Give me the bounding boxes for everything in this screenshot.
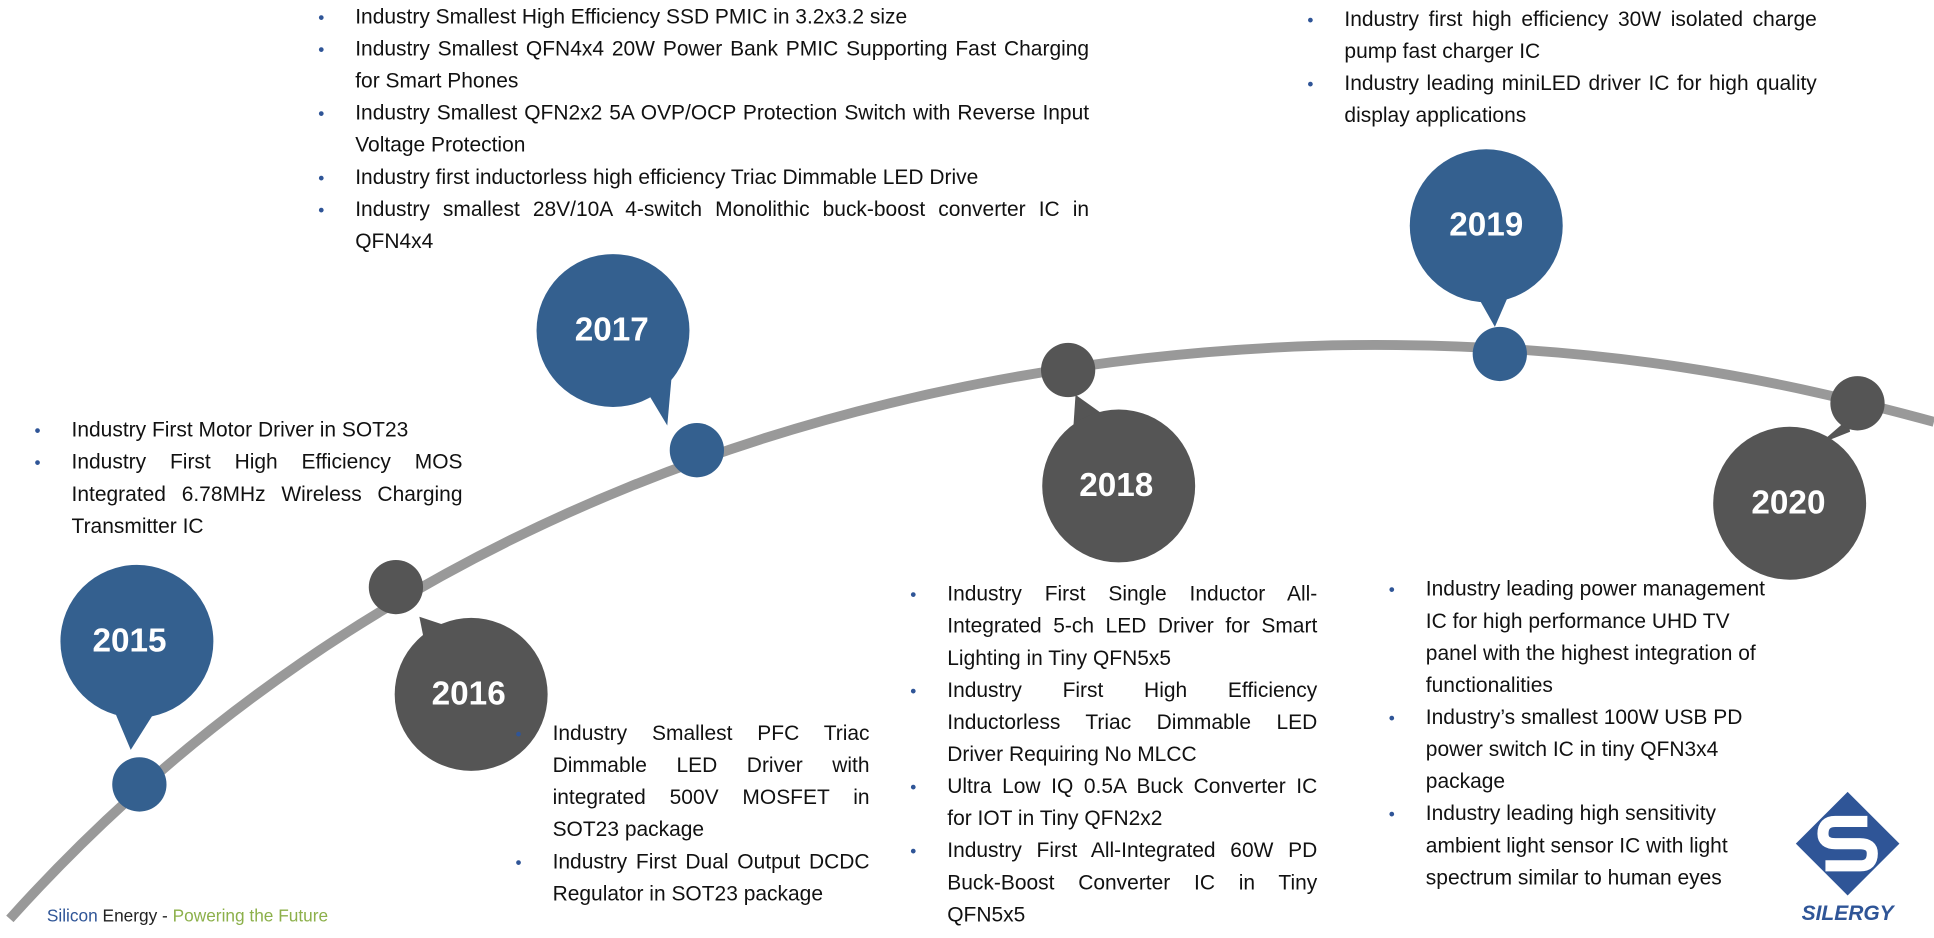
item: Industry’s smallest 100W USB PD power sw… bbox=[1389, 702, 1784, 798]
item: Industry First All-Integrated 60W PD Buc… bbox=[910, 835, 1317, 931]
footer-tagline: Powering the Future bbox=[172, 905, 329, 926]
bubble-2020: 2020 bbox=[1713, 376, 1885, 580]
list-2018: Industry First Single Inductor All-Integ… bbox=[910, 578, 1317, 931]
bubble-2017: 2017 bbox=[536, 254, 725, 478]
item: Industry First High Efficiency MOS Integ… bbox=[35, 446, 463, 542]
list-2019: Industry first high efficiency 30W isola… bbox=[1307, 4, 1816, 132]
item: Industry smallest 28V/10A 4-switch Monol… bbox=[318, 194, 1089, 258]
list-2015: Industry First Motor Driver in SOT23 Ind… bbox=[35, 414, 463, 542]
bubble-2018: 2018 bbox=[1040, 342, 1196, 563]
item: Industry leading high sensitivity ambien… bbox=[1389, 798, 1784, 894]
bubble-2016: 2016 bbox=[368, 559, 548, 771]
bubble-2019: 2019 bbox=[1409, 149, 1563, 382]
logo-text: SILERGY bbox=[1802, 902, 1896, 925]
list-2017: Industry Smallest High Efficiency SSD PM… bbox=[318, 1, 1089, 258]
footer-silicon: Silicon bbox=[46, 905, 98, 926]
item: Industry first inductorless high efficie… bbox=[318, 162, 1089, 194]
item: Industry leading power management IC for… bbox=[1389, 574, 1784, 702]
list-2016: Industry Smallest PFC Triac Dimmable LED… bbox=[516, 718, 870, 910]
timeline-curve bbox=[6, 340, 1934, 923]
year: 2018 bbox=[1079, 467, 1153, 504]
year: 2019 bbox=[1449, 207, 1523, 244]
item: Industry Smallest PFC Triac Dimmable LED… bbox=[516, 718, 870, 846]
logo: SILERGY bbox=[1793, 789, 1902, 931]
item: Ultra Low IQ 0.5A Buck Converter IC for … bbox=[910, 771, 1317, 835]
list-2020: Industry leading power management IC for… bbox=[1389, 574, 1784, 895]
item: Industry first high efficiency 30W isola… bbox=[1307, 4, 1816, 68]
year: 2015 bbox=[92, 622, 166, 659]
item: Industry First Dual Output DCDC Regulato… bbox=[516, 846, 870, 910]
bubble-2015: 2015 bbox=[60, 564, 214, 812]
footer-dash: - bbox=[162, 905, 168, 926]
item: Industry Smallest QFN4x4 20W Power Bank … bbox=[318, 33, 1089, 97]
item: Industry Smallest QFN2x2 5A OVP/OCP Prot… bbox=[318, 97, 1089, 161]
item: Industry Smallest High Efficiency SSD PM… bbox=[318, 1, 1089, 33]
item: Industry leading miniLED driver IC for h… bbox=[1307, 68, 1816, 132]
footer: Silicon Energy - Powering the Future bbox=[47, 905, 328, 925]
year: 2017 bbox=[575, 312, 649, 349]
item: Industry First Single Inductor All-Integ… bbox=[910, 578, 1317, 674]
item: Industry First Motor Driver in SOT23 bbox=[35, 414, 463, 446]
year: 2016 bbox=[432, 675, 506, 712]
item: Industry First High Efficiency Inductorl… bbox=[910, 675, 1317, 771]
footer-energy: Energy bbox=[102, 905, 158, 926]
year: 2020 bbox=[1751, 484, 1825, 521]
logo-mark: SILERGY bbox=[1795, 791, 1900, 925]
